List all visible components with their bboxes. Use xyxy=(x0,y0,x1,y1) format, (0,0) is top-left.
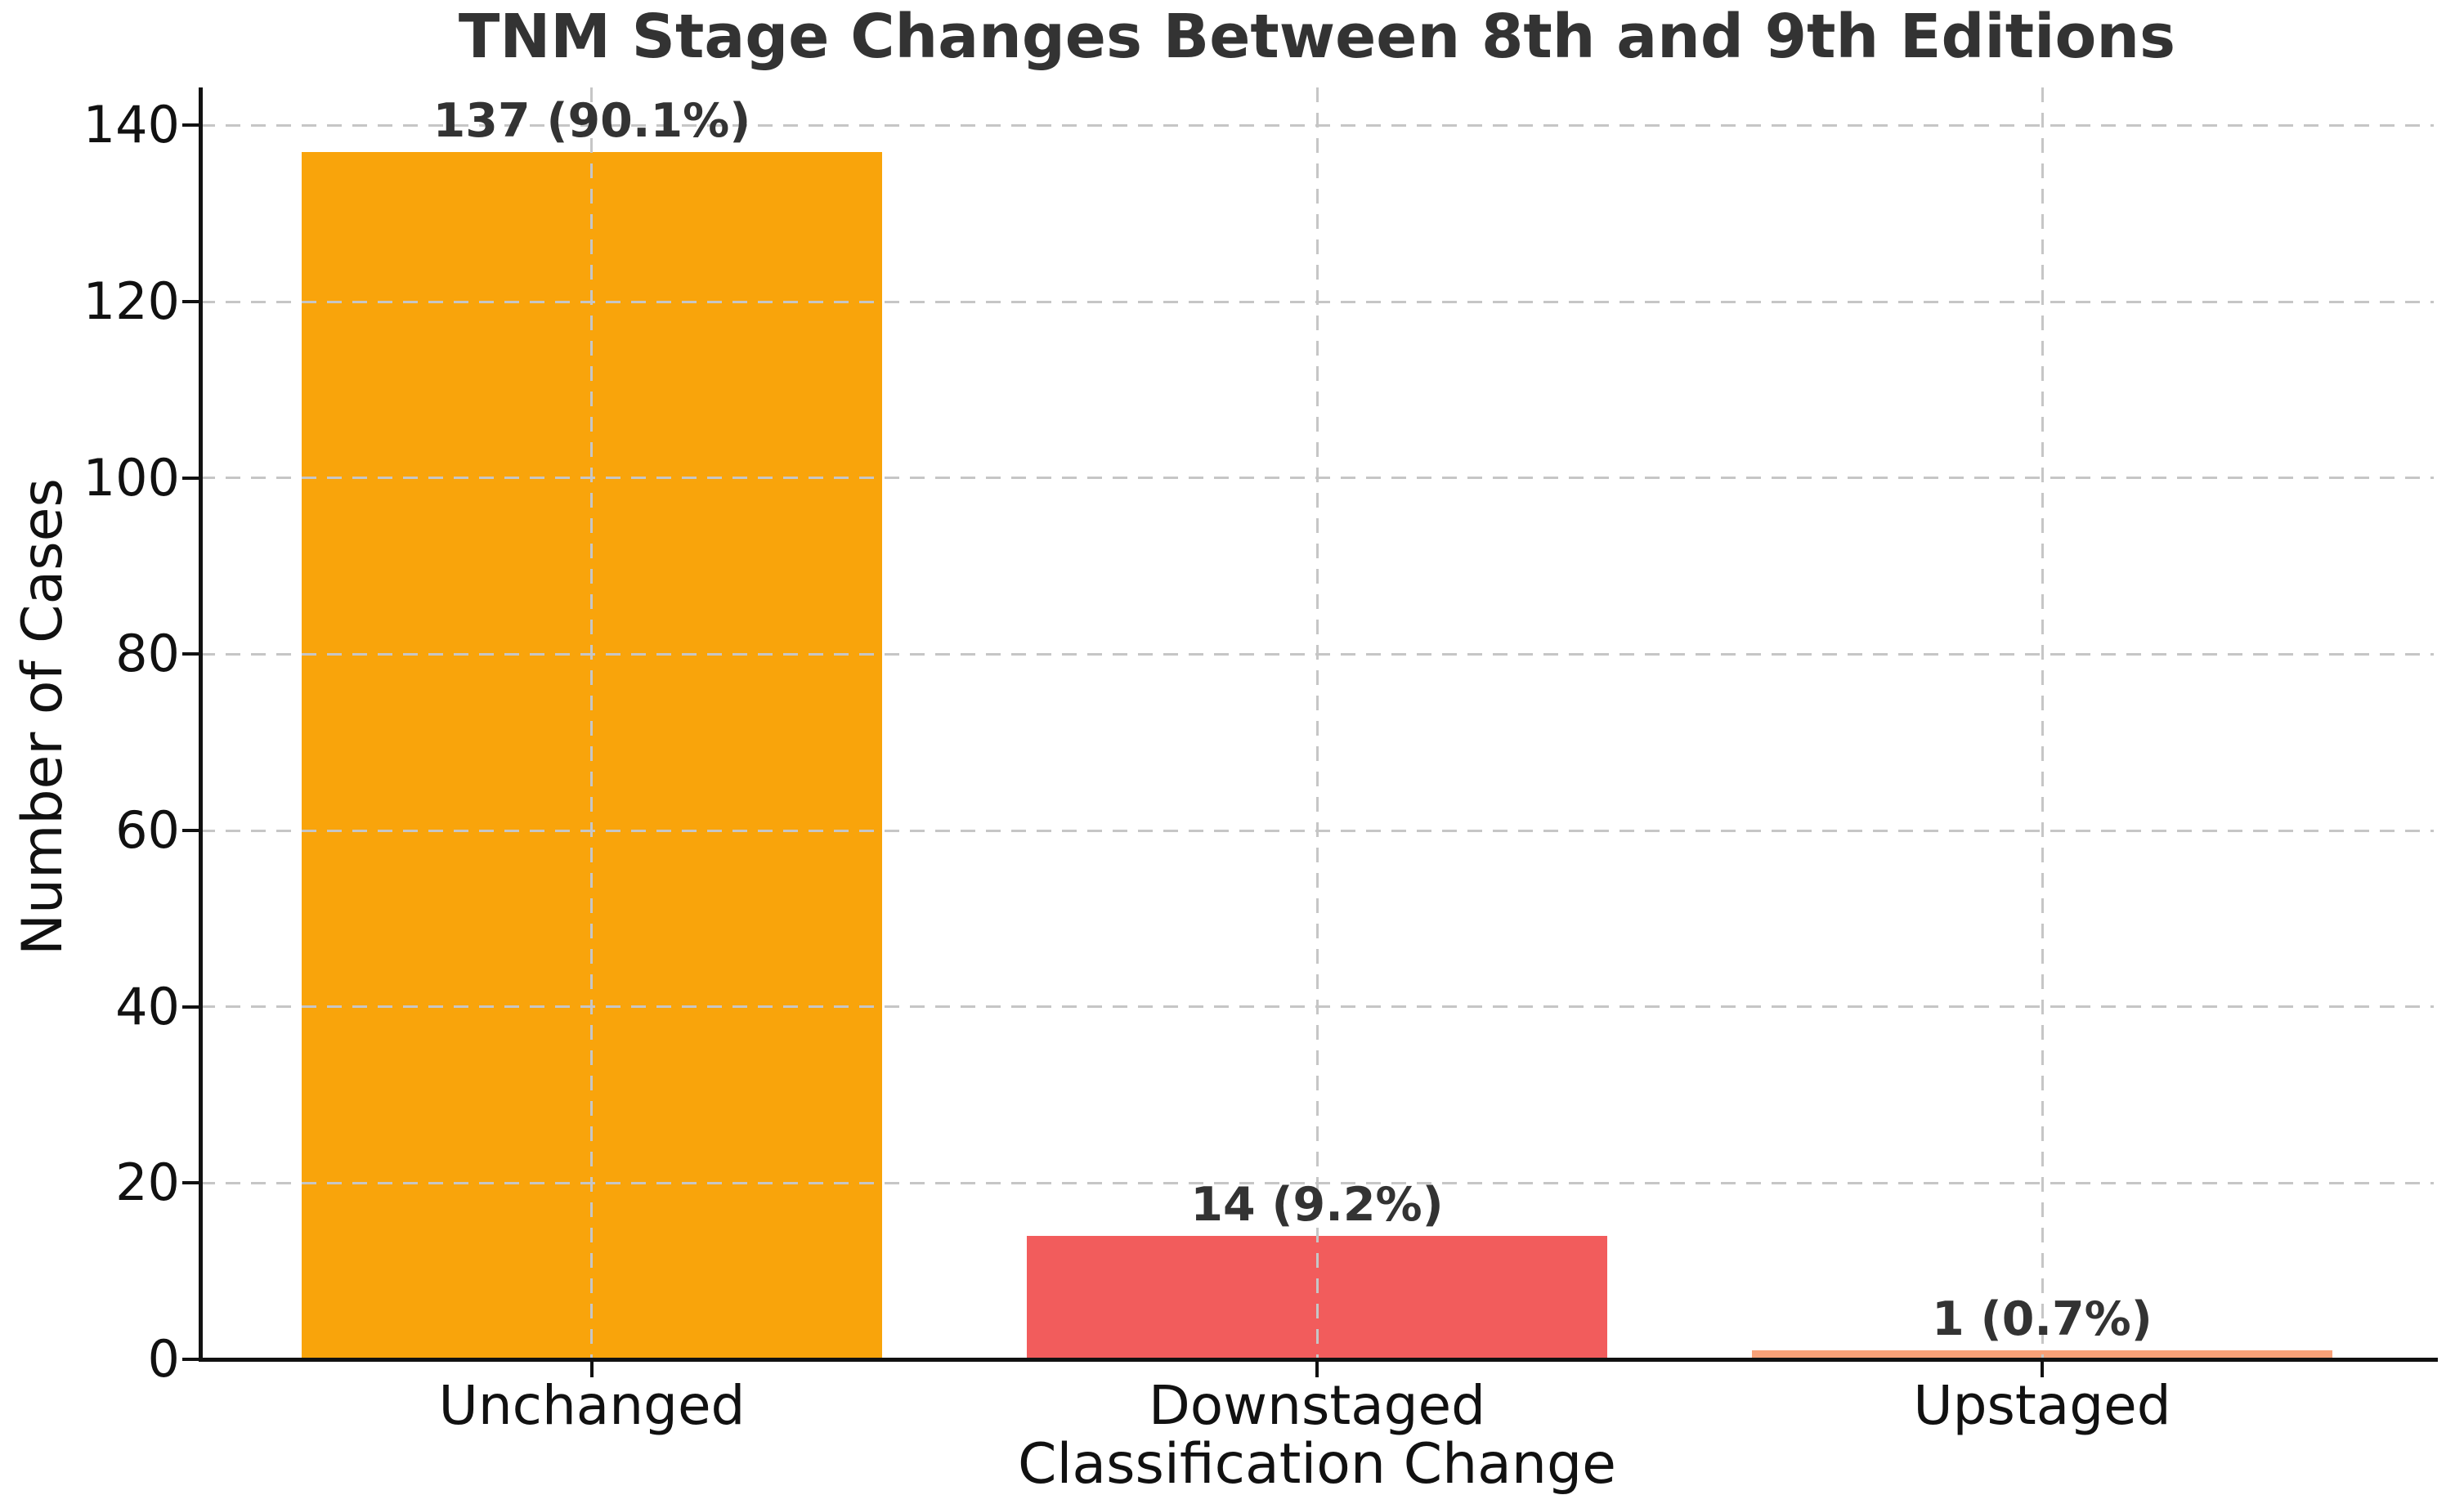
y-axis-spine xyxy=(199,87,203,1362)
bar-value-label: 1 (0.7%) xyxy=(1932,1292,2153,1347)
y-tick-mark xyxy=(182,476,200,480)
y-tick-mark xyxy=(182,652,200,656)
chart-title: TNM Stage Changes Between 8th and 9th Ed… xyxy=(458,2,2176,72)
y-tick-label: 40 xyxy=(115,976,180,1036)
y-tick-mark xyxy=(182,1005,200,1009)
y-tick-label: 120 xyxy=(83,271,180,332)
x-tick-mark xyxy=(1315,1359,1319,1377)
y-tick-mark xyxy=(182,300,200,304)
y-tick-mark xyxy=(182,1181,200,1185)
y-tick-mark xyxy=(182,123,200,128)
y-tick-label: 100 xyxy=(83,447,180,508)
bar-value-label: 14 (9.2%) xyxy=(1190,1178,1444,1233)
y-tick-label: 60 xyxy=(115,800,180,860)
v-gridline xyxy=(590,87,594,1359)
y-tick-label: 20 xyxy=(115,1153,180,1213)
x-tick-mark xyxy=(589,1359,594,1377)
y-tick-mark xyxy=(182,829,200,832)
x-tick-label: Unchanged xyxy=(438,1374,746,1437)
x-tick-mark xyxy=(2041,1359,2044,1377)
x-tick-label: Downstaged xyxy=(1148,1374,1486,1437)
y-tick-label: 80 xyxy=(115,624,180,684)
v-gridline xyxy=(2041,87,2044,1359)
y-axis-label: Number of Cases xyxy=(11,478,75,956)
x-tick-label: Upstaged xyxy=(1913,1374,2171,1437)
x-axis-label: Classification Change xyxy=(1018,1432,1616,1497)
v-gridline xyxy=(1315,87,1319,1359)
y-tick-mark xyxy=(182,1358,200,1361)
y-tick-label: 140 xyxy=(83,95,180,155)
bar-value-label: 137 (90.1%) xyxy=(432,93,751,148)
y-tick-label: 0 xyxy=(147,1329,180,1389)
